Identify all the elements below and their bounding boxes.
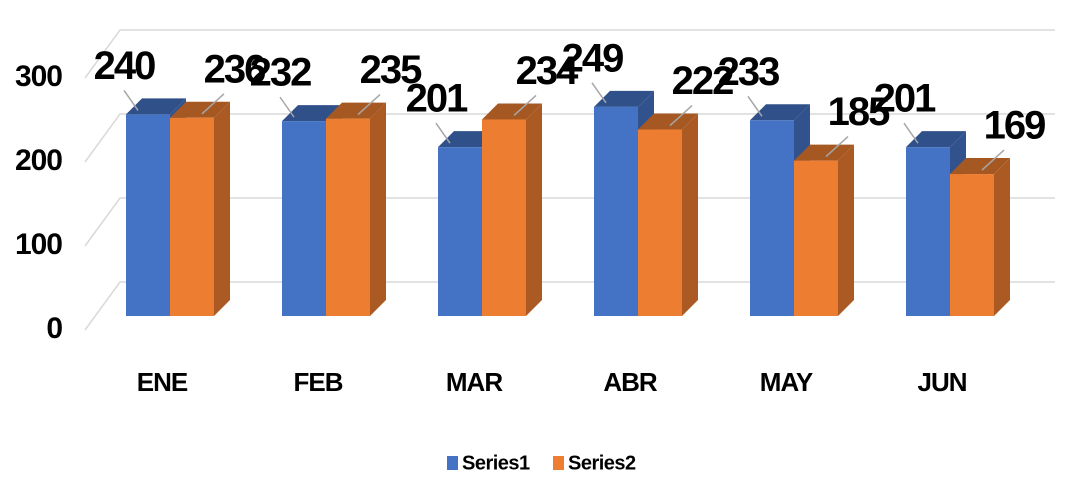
bar-side (370, 102, 386, 316)
leader-line (201, 93, 225, 115)
x-tick-label: FEB (294, 367, 343, 397)
bar-side (214, 101, 230, 316)
bar-top (594, 90, 654, 107)
bar (638, 129, 682, 316)
bar (482, 119, 526, 316)
data-label: 201 (406, 77, 468, 121)
data-label: 233 (718, 50, 779, 94)
bar-side (526, 103, 542, 316)
leader-line (513, 94, 537, 116)
grid-line (84, 113, 1055, 163)
bar (170, 117, 214, 316)
bar-side (838, 144, 854, 316)
bar-top (750, 104, 810, 121)
data-label: 240 (94, 44, 155, 88)
legend-label: Series2 (568, 452, 636, 474)
x-tick-label: MAY (760, 367, 813, 397)
x-tick-label: JUN (917, 367, 966, 397)
bar (326, 118, 370, 316)
legend-swatch (553, 456, 564, 470)
bar (282, 121, 326, 317)
x-tick-label: ABR (603, 367, 658, 397)
x-tick-label: MAR (446, 367, 503, 397)
bar (906, 147, 950, 316)
bar-top (326, 102, 386, 119)
leader-line (591, 82, 607, 104)
data-label: 234 (516, 49, 579, 93)
y-tick-label: 200 (15, 144, 62, 177)
bar-top (638, 113, 698, 130)
bar-top (950, 158, 1010, 175)
leader-line (669, 104, 693, 127)
bar (794, 160, 838, 316)
data-label: 235 (360, 48, 422, 92)
leader-line (981, 149, 1005, 171)
y-tick-label: 0 (46, 312, 62, 345)
data-label: 222 (672, 59, 733, 103)
bar (126, 114, 170, 317)
leader-line (825, 136, 849, 158)
grid-line (84, 281, 1055, 331)
bar (950, 174, 994, 316)
x-tick-label: ENE (137, 367, 188, 397)
bar-top (482, 103, 542, 120)
bar-top (170, 101, 230, 118)
data-label: 232 (250, 51, 311, 95)
legend-label: Series1 (462, 452, 530, 474)
data-label: 185 (828, 90, 890, 134)
bar (750, 120, 794, 316)
bar-side (994, 158, 1010, 316)
bar (594, 106, 638, 316)
leader-line (903, 122, 919, 144)
data-label: 201 (874, 77, 936, 121)
bar-top (126, 98, 186, 115)
leader-line (279, 96, 295, 118)
grid-line (84, 197, 1055, 247)
leader-line (747, 95, 763, 117)
bar (438, 147, 482, 316)
leader-line (123, 89, 139, 111)
data-label: 249 (562, 36, 623, 80)
bar-top (282, 105, 342, 122)
leader-line (435, 122, 451, 144)
bar-top (906, 131, 966, 148)
bar-top (794, 144, 854, 161)
leader-line (357, 94, 381, 116)
grid-line (84, 29, 1055, 79)
bar-side (682, 113, 698, 317)
y-tick-label: 100 (15, 228, 62, 261)
data-label: 236 (204, 47, 265, 91)
data-label: 169 (984, 104, 1045, 148)
y-tick-label: 300 (15, 60, 62, 93)
legend-swatch (447, 456, 458, 470)
